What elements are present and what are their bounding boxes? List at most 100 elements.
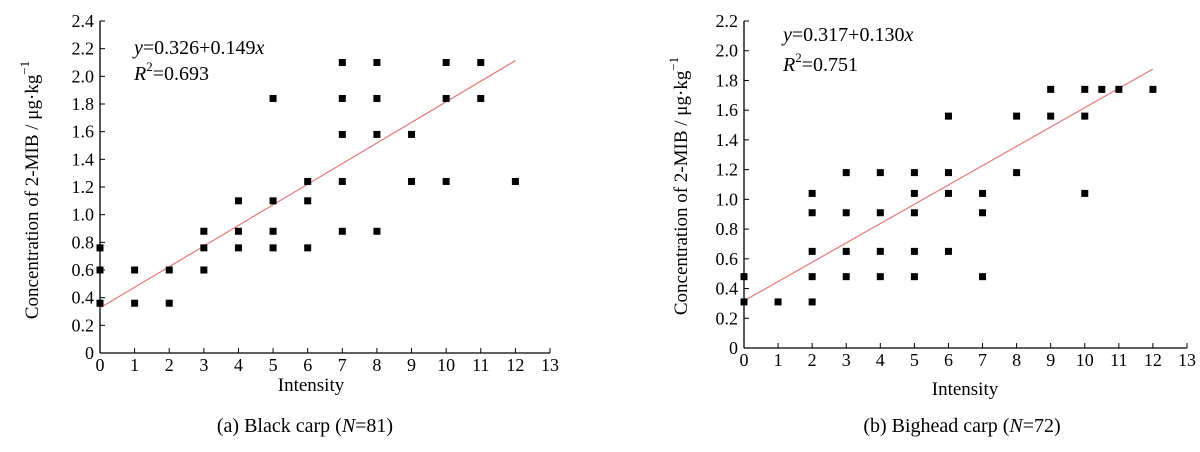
y-tick-label: 1.4 <box>72 149 95 169</box>
data-point <box>842 169 850 177</box>
data-point <box>910 169 918 177</box>
fit-line <box>743 68 1154 302</box>
data-point <box>338 59 346 66</box>
data-point <box>876 273 884 281</box>
x-tick-label: 6 <box>303 355 312 375</box>
x-axis-title: Intensity <box>932 379 999 400</box>
data-point <box>373 94 381 102</box>
x-tick-label: 10 <box>1076 350 1094 370</box>
y-tick-label: 1.6 <box>72 122 95 142</box>
data-point <box>1081 112 1089 120</box>
data-point <box>269 244 277 252</box>
data-point <box>304 177 312 185</box>
data-point <box>269 197 277 205</box>
x-tick-label: 7 <box>978 350 987 370</box>
data-point <box>944 169 952 177</box>
data-point <box>200 244 208 252</box>
x-tick-label: 1 <box>130 355 139 375</box>
data-point <box>269 227 277 235</box>
y-tick-label: 0.8 <box>72 232 95 252</box>
y-tick-label: 1.6 <box>716 100 739 120</box>
x-ticks: 0 1 2 3 4 5 6 7 8 9 10 11 12 13 <box>740 343 1196 370</box>
data-point <box>876 209 884 217</box>
data-point <box>408 130 416 138</box>
x-axis-title: Intensity <box>278 375 345 396</box>
regression-equation: y=0.317+0.130x <box>781 24 913 46</box>
data-point <box>477 94 485 102</box>
x-tick-label: 0 <box>740 350 749 370</box>
y-tick-label: 1.8 <box>72 94 95 114</box>
data-point <box>373 227 381 235</box>
x-tick-label: 12 <box>1144 350 1162 370</box>
data-point <box>200 266 208 274</box>
x-tick-label: 7 <box>338 355 347 375</box>
y-tick-label: 1.0 <box>72 205 95 225</box>
y-tick-label: 0.2 <box>716 308 739 328</box>
data-point <box>373 130 381 138</box>
caption-n-value: =72) <box>1023 415 1061 437</box>
data-point <box>910 247 918 255</box>
eq-rhs: =0.317+0.130 <box>792 24 905 46</box>
data-point <box>304 244 312 252</box>
data-points <box>740 85 1157 306</box>
y-tick-label: 2.0 <box>716 41 739 61</box>
y-axis-title: Concentration of 2-MIB / μg·kg−1 <box>666 57 692 315</box>
x-tick-label: 1 <box>774 350 783 370</box>
regression-equation: y=0.326+0.149x <box>132 37 264 59</box>
y-tick-label: 2.0 <box>72 66 95 86</box>
x-tick-label: 13 <box>541 355 559 375</box>
r2-r: R <box>782 54 795 76</box>
data-point <box>910 209 918 217</box>
x-tick-label: 9 <box>1046 350 1055 370</box>
data-point <box>269 94 277 102</box>
caption: (a) Black carp (N=81) <box>217 415 393 437</box>
data-point <box>304 197 312 205</box>
x-tick-label: 11 <box>1110 350 1127 370</box>
data-point <box>408 177 416 185</box>
y-tick-label: 0.6 <box>716 249 739 269</box>
data-point <box>96 299 104 307</box>
x-tick-label: 3 <box>199 355 208 375</box>
data-point <box>1098 85 1106 93</box>
data-point <box>338 177 346 185</box>
data-point <box>96 266 104 274</box>
x-tick-label: 11 <box>472 355 489 375</box>
y-tick-label: 0.2 <box>72 315 95 335</box>
x-tick-label: 8 <box>1012 350 1021 370</box>
x-tick-label: 0 <box>96 355 105 375</box>
y-axis-title-sup: −1 <box>17 61 32 75</box>
x-tick-label: 4 <box>876 350 885 370</box>
y-tick-label: 2.2 <box>716 11 739 31</box>
y-tick-label: 1.4 <box>716 130 739 150</box>
eq-rhs: =0.326+0.149 <box>143 37 256 59</box>
data-point <box>876 169 884 177</box>
r-squared: R2=0.751 <box>782 50 858 76</box>
r2-value: =0.693 <box>153 63 209 85</box>
data-point <box>165 299 173 307</box>
data-point <box>338 94 346 102</box>
data-point <box>842 273 850 281</box>
caption-n-value: =81) <box>355 415 393 437</box>
x-tick-label: 8 <box>372 355 381 375</box>
data-point <box>979 209 987 217</box>
data-point <box>979 273 987 281</box>
data-point <box>234 244 242 252</box>
data-point <box>131 266 139 274</box>
data-points <box>96 59 519 307</box>
data-point <box>131 299 139 307</box>
eq-y: y <box>781 24 792 46</box>
data-point <box>1047 85 1055 93</box>
eq-y: y <box>132 37 143 59</box>
data-point <box>373 59 381 66</box>
x-tick-label: 2 <box>165 355 174 375</box>
caption-n: N <box>1008 415 1024 437</box>
data-point <box>808 273 816 281</box>
r2-sup: 2 <box>146 59 153 74</box>
y-axis-title-main: Concentration of 2-MIB / μg·kg <box>671 70 692 315</box>
x-tick-label: 9 <box>407 355 416 375</box>
data-point <box>338 227 346 235</box>
x-tick-label: 12 <box>506 355 524 375</box>
data-point <box>842 209 850 217</box>
